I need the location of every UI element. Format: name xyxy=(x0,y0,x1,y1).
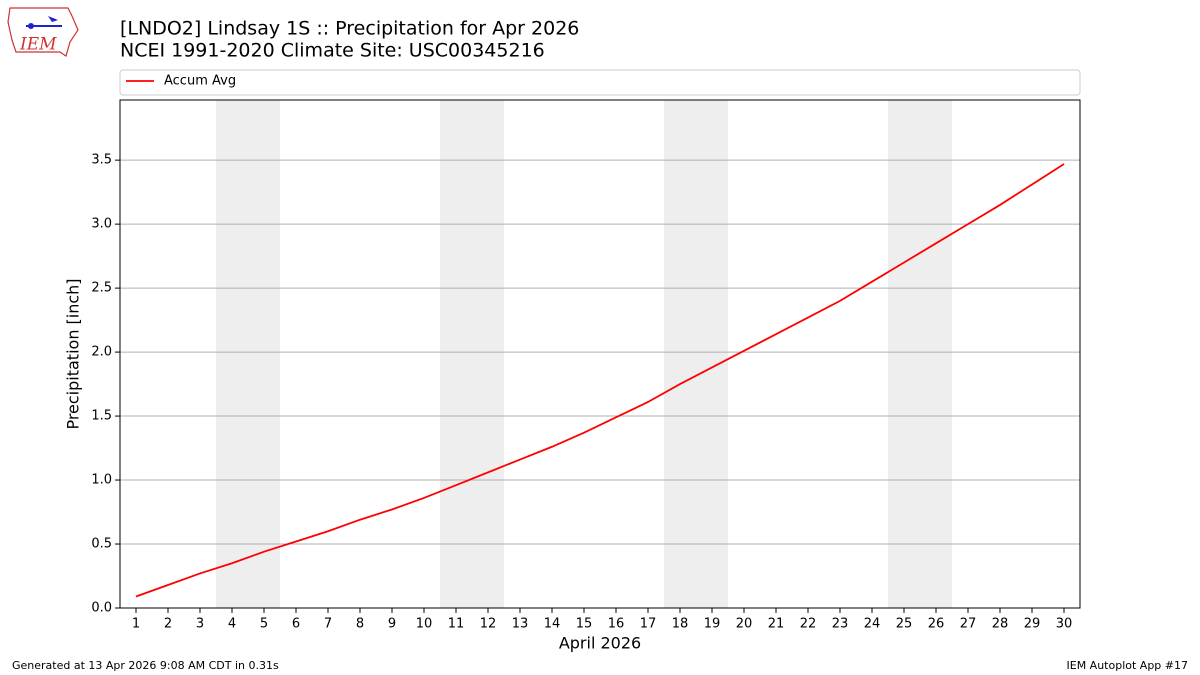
x-tick-label: 16 xyxy=(608,617,625,632)
legend-box xyxy=(119,69,1081,96)
x-tick-label: 23 xyxy=(832,617,849,632)
y-tick-label: 2.0 xyxy=(91,345,112,360)
x-tick-label: 13 xyxy=(512,617,529,632)
logo-dot xyxy=(28,23,34,29)
x-tick-label: 25 xyxy=(896,617,913,632)
chart-subtitle: NCEI 1991-2020 Climate Site: USC00345216 xyxy=(120,40,545,62)
footer-right: IEM Autoplot App #17 xyxy=(1067,659,1189,672)
weekend-span xyxy=(216,100,280,608)
x-tick-label: 11 xyxy=(448,617,465,632)
y-tick-label: 1.0 xyxy=(91,473,112,488)
x-tick-label: 20 xyxy=(736,617,753,632)
x-tick-label: 1 xyxy=(132,617,140,632)
x-tick-label: 3 xyxy=(196,617,204,632)
weekend-span xyxy=(664,100,728,608)
x-tick-label: 27 xyxy=(960,617,977,632)
logo: IEM xyxy=(7,7,79,57)
x-tick-label: 17 xyxy=(640,617,657,632)
x-tick-label: 5 xyxy=(260,617,268,632)
logo-outline xyxy=(7,7,79,57)
weekend-span xyxy=(440,100,504,608)
x-tick-label: 10 xyxy=(416,617,433,632)
x-tick-label: 18 xyxy=(672,617,689,632)
y-tick-label: 2.5 xyxy=(91,281,112,296)
x-tick-label: 26 xyxy=(928,617,945,632)
x-tick-label: 4 xyxy=(228,617,236,632)
x-tick-label: 15 xyxy=(576,617,593,632)
x-tick-label: 2 xyxy=(164,617,172,632)
x-axis-label: April 2026 xyxy=(559,634,641,653)
x-tick-label: 12 xyxy=(480,617,497,632)
y-tick-label: 1.5 xyxy=(91,409,112,424)
plot-frame xyxy=(119,99,1081,609)
line-series xyxy=(135,163,1065,598)
y-tick-label: 3.0 xyxy=(91,217,112,232)
y-tick-label: 0.5 xyxy=(91,537,112,552)
x-tick-label: 29 xyxy=(1024,617,1041,632)
footer-left: Generated at 13 Apr 2026 9:08 AM CDT in … xyxy=(12,659,279,672)
x-tick-label: 24 xyxy=(864,617,881,632)
x-tick-label: 9 xyxy=(388,617,396,632)
x-tick-label: 14 xyxy=(544,617,561,632)
chart-title: [LNDO2] Lindsay 1S :: Precipitation for … xyxy=(120,18,579,40)
x-tick-label: 30 xyxy=(1056,617,1073,632)
x-tick-label: 8 xyxy=(356,617,364,632)
logo-arrow xyxy=(48,16,58,22)
x-tick-label: 21 xyxy=(768,617,785,632)
x-tick-label: 28 xyxy=(992,617,1009,632)
x-tick-label: 19 xyxy=(704,617,721,632)
y-axis-label: Precipitation [inch] xyxy=(64,278,83,429)
x-tick-label: 6 xyxy=(292,617,300,632)
logo-text: IEM xyxy=(19,35,57,55)
x-tick-label: 7 xyxy=(324,617,332,632)
x-tick-label: 22 xyxy=(800,617,817,632)
weekend-span xyxy=(888,100,952,608)
legend-label: Accum Avg xyxy=(164,74,236,89)
y-tick-label: 3.5 xyxy=(91,153,112,168)
y-tick-label: 0.0 xyxy=(91,601,112,616)
